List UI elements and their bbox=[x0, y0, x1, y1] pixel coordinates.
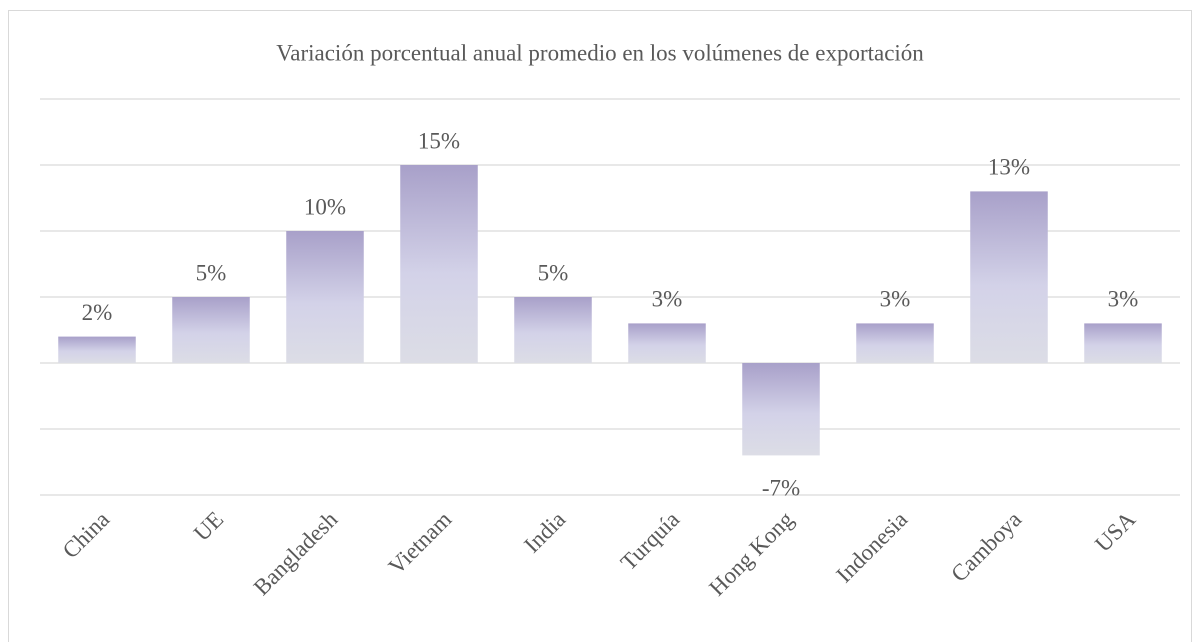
data-label: 3% bbox=[880, 287, 911, 312]
data-label: 5% bbox=[538, 260, 569, 285]
data-label: 10% bbox=[304, 194, 346, 219]
bar bbox=[514, 297, 592, 363]
bar bbox=[856, 323, 934, 363]
bar bbox=[1084, 323, 1162, 363]
bar bbox=[400, 165, 478, 363]
data-label: 3% bbox=[652, 287, 683, 312]
bar bbox=[172, 297, 250, 363]
data-label: 2% bbox=[82, 300, 113, 325]
bar bbox=[970, 191, 1048, 363]
data-label: -7% bbox=[762, 476, 800, 501]
data-label: 3% bbox=[1108, 287, 1139, 312]
bar bbox=[628, 323, 706, 363]
data-label: 5% bbox=[196, 260, 227, 285]
chart-title: Variación porcentual anual promedio en l… bbox=[276, 40, 924, 65]
bar bbox=[286, 231, 364, 363]
data-label: 13% bbox=[988, 155, 1030, 180]
bar bbox=[58, 336, 136, 363]
bar bbox=[742, 363, 820, 456]
data-label: 15% bbox=[418, 128, 460, 153]
